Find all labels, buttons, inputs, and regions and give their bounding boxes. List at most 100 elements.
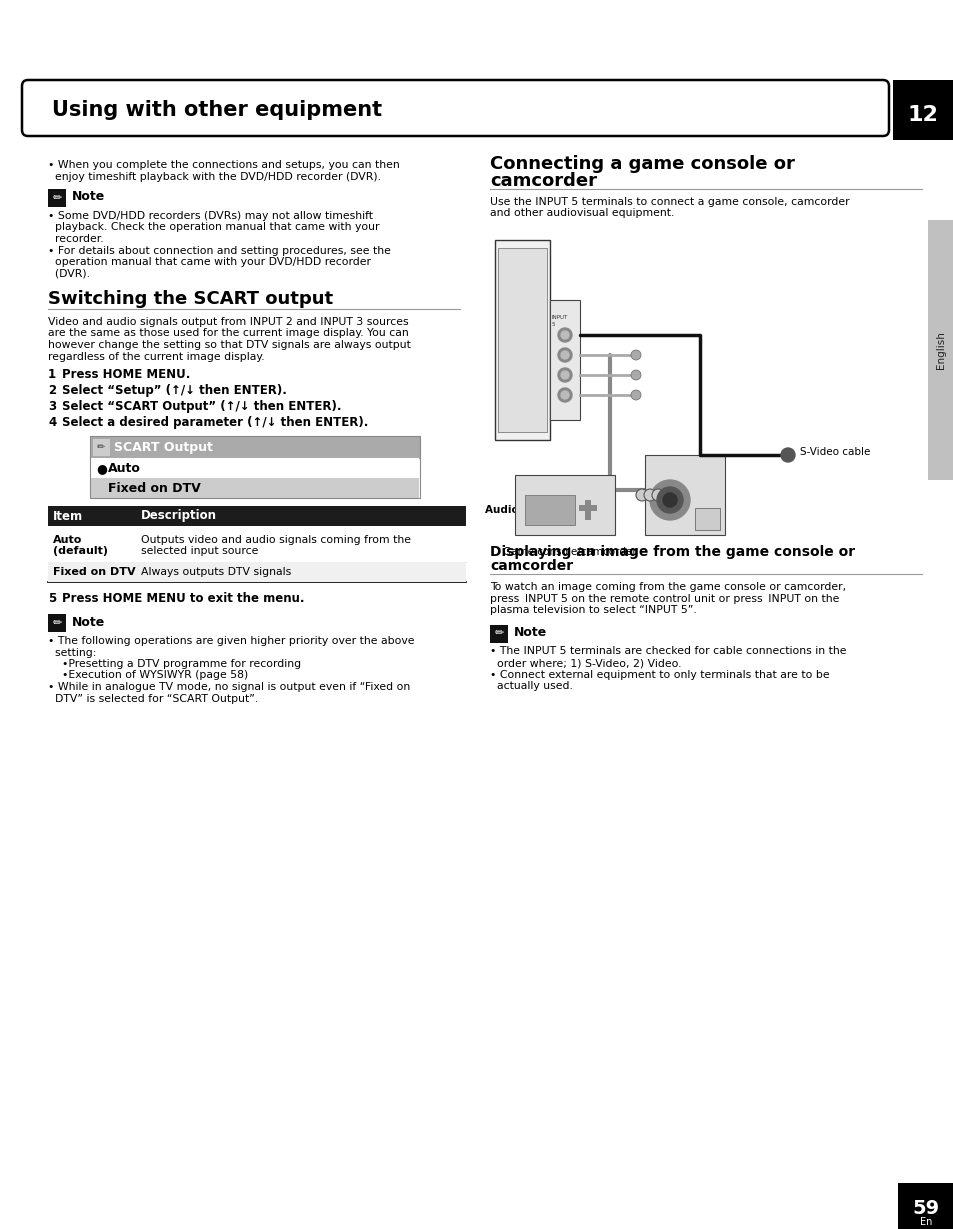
Text: Press HOME MENU to exit the menu.: Press HOME MENU to exit the menu. <box>62 592 304 605</box>
Text: press  INPUT 5 on the remote control unit or press  INPUT on the: press INPUT 5 on the remote control unit… <box>490 594 839 603</box>
Text: Note: Note <box>71 616 105 628</box>
Text: (default): (default) <box>53 546 108 556</box>
Circle shape <box>643 489 656 501</box>
Text: Auto: Auto <box>108 462 141 476</box>
Circle shape <box>649 481 689 520</box>
Text: ✏: ✏ <box>52 618 62 628</box>
Circle shape <box>560 391 568 399</box>
Text: enjoy timeshift playback with the DVD/HDD recorder (DVR).: enjoy timeshift playback with the DVD/HD… <box>48 172 380 182</box>
Bar <box>91 458 418 478</box>
Bar <box>490 624 507 643</box>
Text: Use the INPUT 5 terminals to connect a game console, camcorder: Use the INPUT 5 terminals to connect a g… <box>490 197 849 206</box>
Bar <box>892 80 953 140</box>
Bar <box>48 189 66 206</box>
Text: Using with other equipment: Using with other equipment <box>52 100 382 120</box>
Bar <box>48 506 465 526</box>
Circle shape <box>558 348 572 363</box>
Bar <box>48 614 66 632</box>
Text: •Presetting a DTV programme for recording: •Presetting a DTV programme for recordin… <box>48 659 301 669</box>
Text: Description: Description <box>141 510 216 522</box>
Text: INPUT: INPUT <box>552 315 568 320</box>
Text: Always outputs DTV signals: Always outputs DTV signals <box>141 567 291 576</box>
Text: English: English <box>935 331 945 369</box>
Text: 12: 12 <box>906 104 938 125</box>
Text: Select a desired parameter (↑/↓ then ENTER).: Select a desired parameter (↑/↓ then ENT… <box>62 415 368 429</box>
Circle shape <box>636 489 647 501</box>
Text: Video and audio signals output from INPUT 2 and INPUT 3 sources: Video and audio signals output from INPU… <box>48 317 408 327</box>
Circle shape <box>630 350 640 360</box>
Text: ●: ● <box>96 462 107 476</box>
Bar <box>91 438 110 456</box>
Text: Audio/Video cable: Audio/Video cable <box>484 505 591 515</box>
Text: • When you complete the connections and setups, you can then: • When you complete the connections and … <box>48 160 399 170</box>
Bar <box>524 495 575 525</box>
Text: camcorder: camcorder <box>490 172 597 190</box>
Text: and other audiovisual equipment.: and other audiovisual equipment. <box>490 209 674 219</box>
Text: ✏: ✏ <box>494 628 503 639</box>
Text: Game console/camcorder: Game console/camcorder <box>502 547 637 557</box>
Text: Outputs video and audio signals coming from the: Outputs video and audio signals coming f… <box>141 535 411 544</box>
Text: En: En <box>919 1217 931 1227</box>
Circle shape <box>651 489 663 501</box>
Text: 5: 5 <box>48 592 56 605</box>
Bar <box>495 240 550 440</box>
Text: playback. Check the operation manual that came with your: playback. Check the operation manual tha… <box>48 222 379 232</box>
Circle shape <box>781 449 794 462</box>
Bar <box>90 436 419 458</box>
Text: camcorder: camcorder <box>490 559 573 573</box>
Text: Fixed on DTV: Fixed on DTV <box>108 483 200 495</box>
Text: • For details about connection and setting procedures, see the: • For details about connection and setti… <box>48 246 391 256</box>
Text: order where; 1) S-Video, 2) Video.: order where; 1) S-Video, 2) Video. <box>490 658 680 669</box>
Text: •Execution of WYSIWYR (page 58): •Execution of WYSIWYR (page 58) <box>48 671 248 681</box>
Text: ✏: ✏ <box>52 193 62 203</box>
Circle shape <box>560 371 568 379</box>
Text: S-Video cable: S-Video cable <box>800 447 869 457</box>
Text: operation manual that came with your DVD/HDD recorder: operation manual that came with your DVD… <box>48 257 371 267</box>
Text: (DVR).: (DVR). <box>48 268 90 279</box>
Text: Press HOME MENU.: Press HOME MENU. <box>62 367 191 381</box>
FancyBboxPatch shape <box>22 80 888 136</box>
Text: • While in analogue TV mode, no signal is output even if “Fixed on: • While in analogue TV mode, no signal i… <box>48 682 410 692</box>
Text: 4: 4 <box>48 415 56 429</box>
Bar <box>48 526 465 562</box>
Text: 2: 2 <box>48 383 56 397</box>
Text: To watch an image coming from the game console or camcorder,: To watch an image coming from the game c… <box>490 583 845 592</box>
Bar <box>927 220 953 481</box>
Text: Item: Item <box>53 510 83 522</box>
Text: however change the setting so that DTV signals are always output: however change the setting so that DTV s… <box>48 340 411 350</box>
Bar <box>550 300 579 420</box>
Text: • Connect external equipment to only terminals that are to be: • Connect external equipment to only ter… <box>490 670 829 680</box>
Circle shape <box>560 351 568 359</box>
Text: Select “SCART Output” (↑/↓ then ENTER).: Select “SCART Output” (↑/↓ then ENTER). <box>62 399 341 413</box>
Circle shape <box>560 331 568 339</box>
Text: • The INPUT 5 terminals are checked for cable connections in the: • The INPUT 5 terminals are checked for … <box>490 646 845 656</box>
Text: Select “Setup” (↑/↓ then ENTER).: Select “Setup” (↑/↓ then ENTER). <box>62 383 287 397</box>
Bar <box>584 500 590 520</box>
Text: Note: Note <box>71 190 105 204</box>
Circle shape <box>558 328 572 342</box>
Text: are the same as those used for the current image display. You can: are the same as those used for the curre… <box>48 328 408 338</box>
Bar <box>695 508 720 530</box>
Text: 59: 59 <box>911 1198 939 1218</box>
Text: plasma television to select “INPUT 5”.: plasma television to select “INPUT 5”. <box>490 605 696 614</box>
Text: setting:: setting: <box>48 648 96 658</box>
Text: SCART Output: SCART Output <box>113 440 213 454</box>
Text: Switching the SCART output: Switching the SCART output <box>48 290 333 308</box>
Circle shape <box>558 367 572 382</box>
Bar <box>91 478 418 498</box>
Bar <box>644 455 724 535</box>
Bar <box>90 436 419 498</box>
Circle shape <box>630 370 640 380</box>
Text: • The following operations are given higher priority over the above: • The following operations are given hig… <box>48 635 414 646</box>
Bar <box>515 474 615 535</box>
Text: selected input source: selected input source <box>141 546 258 556</box>
Bar <box>578 505 597 511</box>
Circle shape <box>657 487 682 512</box>
Text: DTV” is selected for “SCART Output”.: DTV” is selected for “SCART Output”. <box>48 693 258 703</box>
Text: 1: 1 <box>48 367 56 381</box>
Circle shape <box>662 493 677 508</box>
Bar <box>897 1184 953 1229</box>
Circle shape <box>558 388 572 402</box>
Text: Fixed on DTV: Fixed on DTV <box>53 567 135 576</box>
Text: Connecting a game console or: Connecting a game console or <box>490 155 794 173</box>
